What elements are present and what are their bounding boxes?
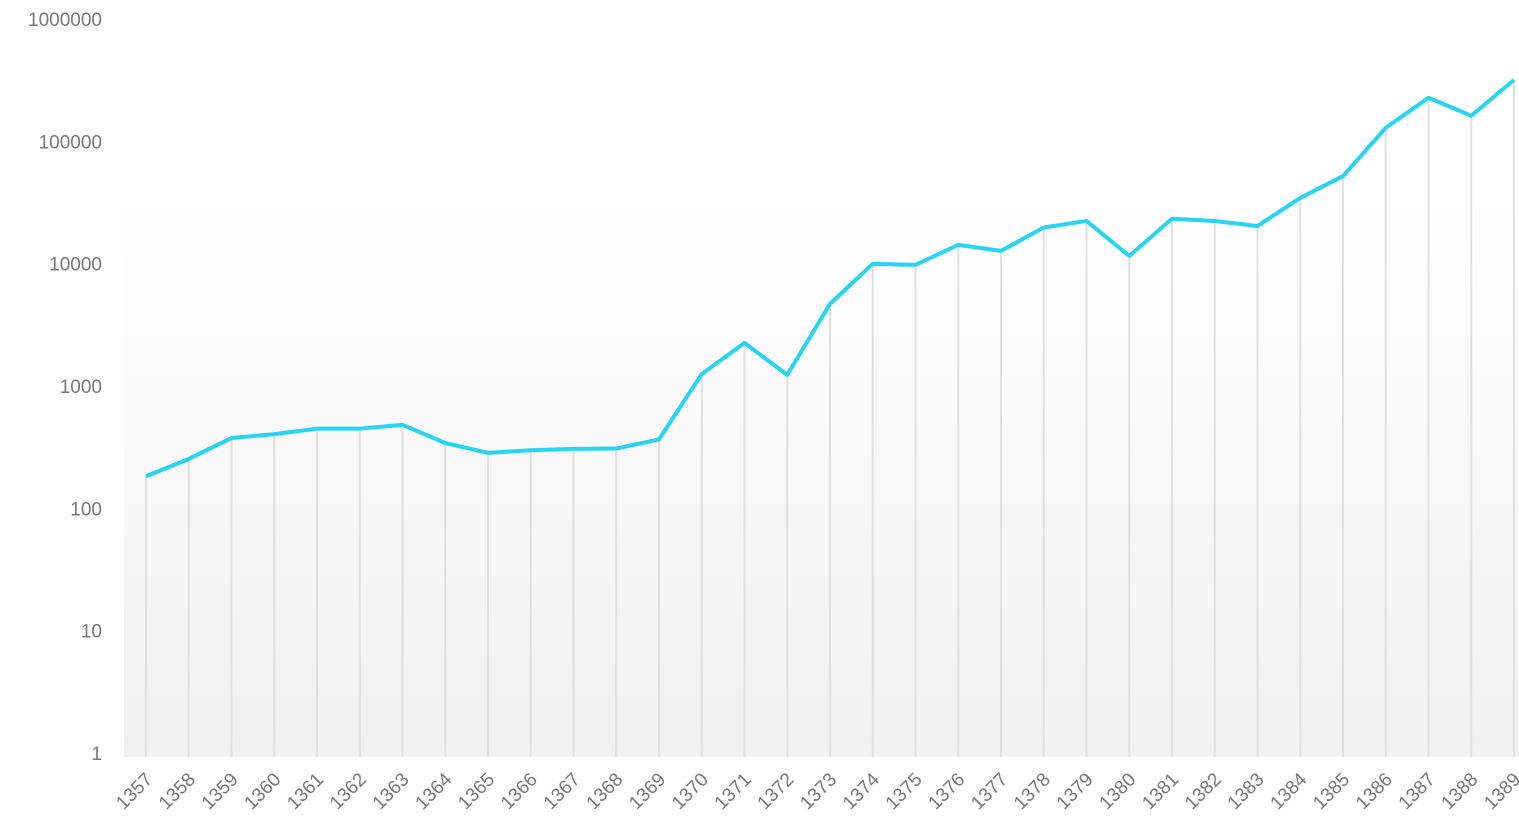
plot-background — [124, 195, 1519, 757]
y-tick-label: 1 — [91, 744, 102, 765]
x-tick-label: 1380 — [1096, 769, 1141, 814]
x-tick-label: 1373 — [796, 769, 841, 814]
x-tick-label: 1365 — [454, 769, 499, 814]
x-tick-label: 1381 — [1138, 769, 1183, 814]
y-tick-label: 100000 — [39, 132, 102, 153]
x-tick-label: 1359 — [198, 769, 243, 814]
y-tick-label: 100 — [70, 499, 102, 520]
x-tick-label: 1371 — [711, 769, 756, 814]
x-tick-label: 1374 — [839, 769, 884, 814]
x-tick-label: 1358 — [155, 769, 200, 814]
x-tick-label: 1377 — [967, 769, 1012, 814]
x-tick-label: 1388 — [1438, 769, 1483, 814]
x-tick-label: 1366 — [497, 769, 542, 814]
y-tick-label: 1000000 — [28, 10, 102, 31]
x-tick-label: 1376 — [925, 769, 970, 814]
x-tick-label: 1368 — [583, 769, 628, 814]
x-tick-label: 1369 — [625, 769, 670, 814]
x-tick-label: 1364 — [412, 769, 457, 814]
x-tick-label: 1357 — [112, 769, 157, 814]
x-tick-label: 1379 — [1053, 769, 1098, 814]
x-tick-label: 1360 — [241, 769, 286, 814]
x-tick-label: 1382 — [1181, 769, 1226, 814]
x-tick-label: 1361 — [283, 769, 328, 814]
x-tick-label: 1383 — [1224, 769, 1269, 814]
x-tick-label: 1363 — [369, 769, 414, 814]
x-tick-label: 1385 — [1309, 769, 1354, 814]
y-tick-label: 10000 — [49, 255, 102, 276]
x-tick-label: 1384 — [1267, 769, 1312, 814]
x-tick-label: 1378 — [1010, 769, 1055, 814]
line — [145, 78, 1516, 479]
x-tick-label: 1386 — [1352, 769, 1397, 814]
y-tick-label: 10 — [81, 622, 102, 643]
x-tick-label: 1375 — [882, 769, 927, 814]
x-tick-label: 1387 — [1395, 769, 1440, 814]
x-tick-label: 1367 — [540, 769, 585, 814]
x-tick-label: 1389 — [1480, 769, 1519, 814]
y-tick-label: 1000 — [60, 377, 102, 398]
x-tick-label: 1362 — [326, 769, 371, 814]
x-tick-label: 1372 — [754, 769, 799, 814]
x-tick-label: 1370 — [668, 769, 713, 814]
